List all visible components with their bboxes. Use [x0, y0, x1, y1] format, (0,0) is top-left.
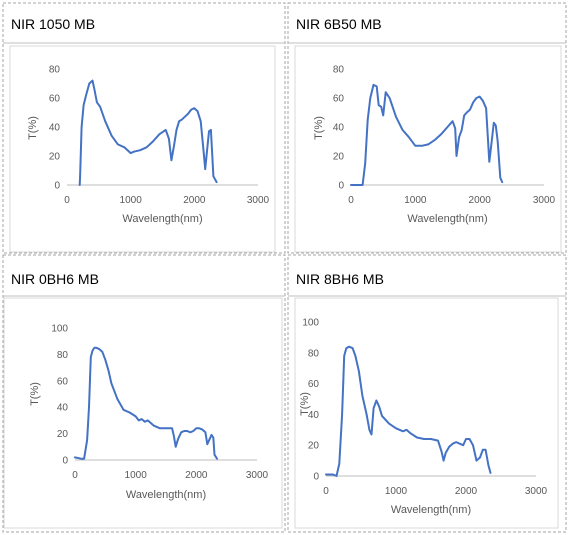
y-tick-label: 20 — [49, 152, 61, 163]
y-tick-label: 60 — [308, 379, 320, 390]
y-tick-label: 20 — [57, 429, 69, 440]
x-tick-label: 3000 — [533, 195, 556, 206]
x-axis-title: Wavelength(nm) — [126, 489, 206, 501]
x-tick-label: 1000 — [385, 486, 408, 497]
y-tick-label: 0 — [62, 456, 68, 467]
panel-title: NIR 6B50 MB — [296, 16, 382, 32]
panel-title: NIR 0BH6 MB — [11, 271, 99, 287]
y-tick-label: 20 — [333, 152, 345, 163]
y-tick-label: 40 — [57, 403, 69, 414]
x-tick-label: 0 — [72, 470, 78, 481]
x-axis-title: Wavelength(nm) — [122, 213, 202, 225]
x-axis-title: Wavelength(nm) — [391, 504, 471, 516]
chart-panel-1: NIR 1050 MB 0 20 40 60 80 0 1000 2000 3000 Wavelen… — [2, 2, 286, 254]
y-tick-label: 0 — [338, 181, 344, 192]
panel-cell-border — [287, 254, 567, 533]
x-tick-label: 2000 — [183, 195, 206, 206]
y-tick-label: 80 — [308, 348, 320, 359]
transmittance-series-line — [78, 79, 218, 186]
y-tick-label: 80 — [49, 65, 61, 76]
x-tick-label: 1000 — [404, 195, 427, 206]
y-tick-label: 40 — [308, 410, 320, 421]
x-tick-label: 2000 — [185, 470, 208, 481]
panel-title: NIR 8BH6 MB — [296, 271, 384, 287]
x-tick-label: 3000 — [525, 486, 548, 497]
y-tick-label: 20 — [308, 441, 320, 452]
y-tick-label: 40 — [49, 123, 61, 134]
y-tick-label: 60 — [49, 94, 61, 105]
y-tick-label: 60 — [333, 94, 345, 105]
x-tick-label: 0 — [348, 195, 354, 206]
panel-title: NIR 1050 MB — [11, 16, 95, 32]
x-tick-label: 1000 — [125, 470, 148, 481]
x-tick-label: 1000 — [120, 195, 143, 206]
x-tick-label: 0 — [323, 486, 329, 497]
y-tick-label: 0 — [54, 181, 60, 192]
x-tick-label: 2000 — [455, 486, 478, 497]
panel-cell-border — [2, 2, 286, 254]
x-tick-label: 3000 — [247, 195, 270, 206]
x-tick-label: 3000 — [246, 470, 269, 481]
y-axis-title: T(%) — [313, 116, 325, 140]
y-tick-label: 80 — [333, 65, 345, 76]
chart-frame — [294, 297, 559, 529]
transmittance-series-line — [350, 83, 504, 186]
y-tick-label: 40 — [333, 123, 345, 134]
y-tick-label: 100 — [51, 324, 68, 335]
y-tick-label: 100 — [302, 318, 319, 329]
transmittance-series-line — [74, 346, 218, 460]
x-tick-label: 0 — [64, 195, 70, 206]
y-tick-label: 0 — [313, 472, 319, 483]
chart-panel-2: NIR 6B50 MB 0 20 40 60 80 0 1000 2000 3000 Wavelen… — [287, 2, 567, 254]
panel-cell-border — [287, 2, 567, 254]
chart-frame — [3, 297, 283, 529]
chart-frame — [294, 45, 562, 253]
y-tick-label: 60 — [57, 376, 69, 387]
y-axis-title: T(%) — [27, 116, 39, 140]
transmittance-series-line — [325, 345, 492, 477]
y-axis-title: T(%) — [29, 382, 41, 406]
y-axis-title: T(%) — [299, 392, 311, 416]
x-axis-title: Wavelength(nm) — [407, 213, 487, 225]
panel-cell-border — [2, 254, 286, 533]
y-tick-label: 80 — [57, 350, 69, 361]
x-tick-label: 2000 — [469, 195, 492, 206]
